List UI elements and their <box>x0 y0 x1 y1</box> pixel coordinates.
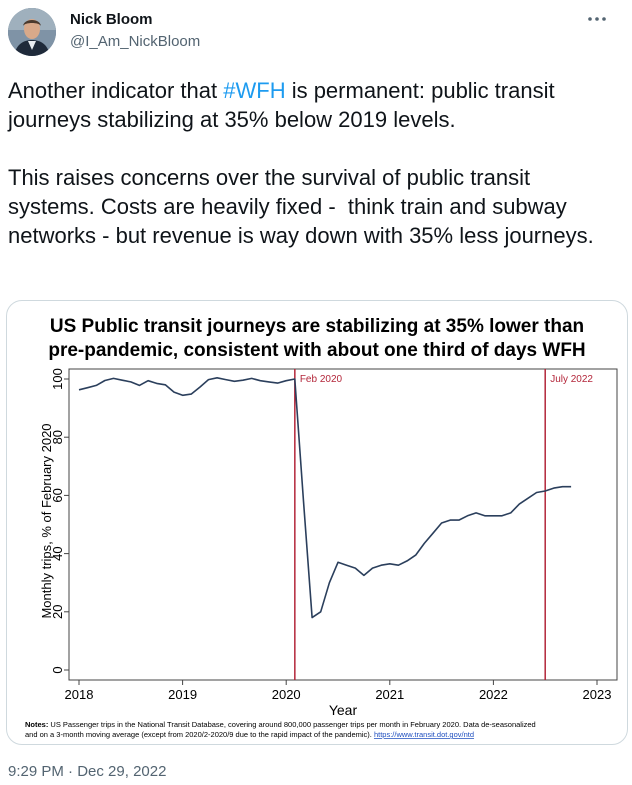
timestamp-time[interactable]: 9:29 PM <box>8 763 64 780</box>
hashtag-link[interactable]: #WFH <box>223 78 286 103</box>
timestamp-separator: · <box>63 763 78 780</box>
y-tick-label: 40 <box>50 546 65 560</box>
x-tick-label: 2022 <box>479 687 508 702</box>
author-name[interactable]: Nick Bloom <box>70 11 153 28</box>
plot-marks: 2018 2019 2020 2021 2022 2023 0 20 40 60 80 100 Feb … <box>50 368 611 702</box>
plot-area <box>68 368 618 681</box>
y-axis-label: Monthly trips, % of February 2020 <box>39 423 54 618</box>
reference-line-label: July 2022 <box>550 374 593 385</box>
more-dots <box>588 17 606 21</box>
x-tick-label: 2021 <box>375 687 404 702</box>
tweet-media-chart[interactable]: US Public transit journeys are stabilizi… <box>6 300 628 745</box>
chart-notes-line-2: and on a 3-month moving average (except … <box>25 730 474 739</box>
tweet-text: Another indicator that #WFH is permanent… <box>8 76 620 250</box>
notes-text-2: and on a 3-month moving average (except … <box>25 730 374 739</box>
author-handle[interactable]: @I_Am_NickBloom <box>70 33 201 50</box>
notes-link[interactable]: https://www.transit.dot.gov/ntd <box>374 730 474 739</box>
y-tick-label: 20 <box>50 605 65 619</box>
y-tick-label: 80 <box>50 430 65 444</box>
y-tick-label: 60 <box>50 488 65 502</box>
more-horizontal-icon[interactable] <box>582 9 612 29</box>
avatar-image <box>8 8 56 56</box>
x-tick-label: 2023 <box>583 687 612 702</box>
x-axis-label: Year <box>329 702 358 718</box>
chart-title-line-2: pre-pandemic, consistent with about one … <box>48 340 585 361</box>
chart: US Public transit journeys are stabilizi… <box>25 316 618 739</box>
reference-line-label: Feb 2020 <box>300 374 343 385</box>
tweet-text-rest: is permanent: public transit journeys st… <box>8 78 594 248</box>
x-tick-label: 2019 <box>168 687 197 702</box>
x-tick-label: 2020 <box>272 687 301 702</box>
chart-notes-line-1: Notes: US Passenger trips in the Nationa… <box>25 720 536 729</box>
notes-text-1: US Passenger trips in the National Trans… <box>48 720 535 729</box>
tweet-text-start: Another indicator that <box>8 78 224 103</box>
y-tick-label: 100 <box>50 368 65 390</box>
chart-title-line-1: US Public transit journeys are stabilizi… <box>50 316 584 337</box>
series-line <box>78 377 572 619</box>
x-tick-label: 2018 <box>65 687 94 702</box>
notes-label: Notes: <box>25 720 48 729</box>
timestamp-date[interactable]: Dec 29, 2022 <box>77 763 167 780</box>
timestamp: 9:29 PM · Dec 29, 2022 <box>8 763 166 780</box>
avatar[interactable] <box>8 8 56 56</box>
y-tick-label: 0 <box>50 666 65 673</box>
